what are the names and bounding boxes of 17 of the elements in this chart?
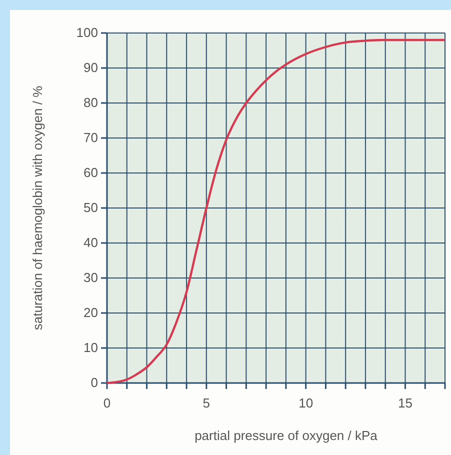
y-tick-label: 100 [76,25,98,40]
y-tick-label: 20 [84,305,98,320]
x-axis-title: partial pressure of oxygen / kPa [194,428,378,443]
x-tick-label: 15 [398,396,412,411]
x-tick-label: 10 [298,396,314,411]
y-tick-label: 40 [84,235,98,250]
y-tick-label: 90 [84,60,98,76]
y-tick-label: 10 [84,340,98,356]
y-tick-label: 50 [84,200,98,216]
y-tick-label: 60 [84,165,98,180]
y-tick-label: 30 [84,270,98,286]
y-tick-label: 80 [84,95,98,110]
y-tick-label: 70 [84,130,98,146]
x-tick-label: 5 [202,396,210,411]
y-axis-title: saturation of haemoglobin with oxygen / % [30,85,45,330]
y-tick-label: 0 [90,375,98,390]
x-tick-label: 0 [103,396,111,411]
